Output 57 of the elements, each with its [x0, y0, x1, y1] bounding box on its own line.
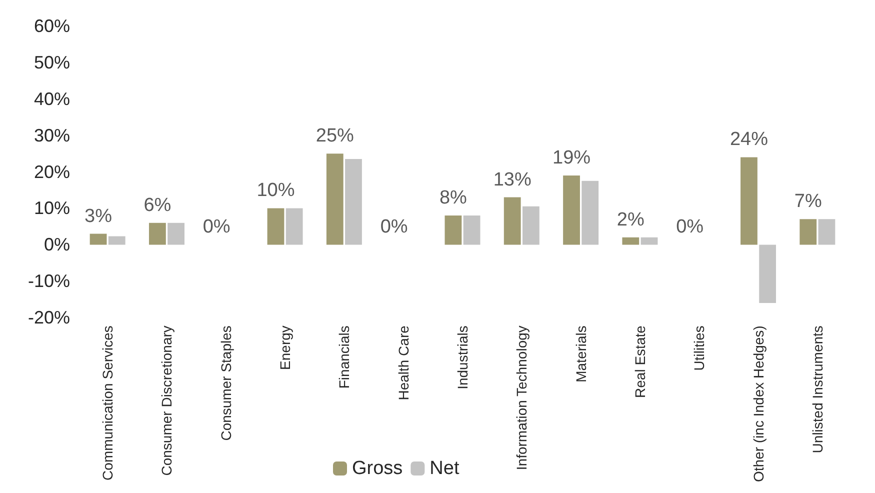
- data-label: 13%: [493, 169, 532, 190]
- bar: [444, 216, 462, 245]
- y-tick-label: 10%: [34, 198, 70, 218]
- x-tick-label: Health Care: [395, 325, 412, 400]
- bar: [622, 237, 640, 245]
- bar: [168, 222, 184, 245]
- y-tick-label: 60%: [34, 16, 70, 36]
- data-label: 0%: [202, 216, 230, 238]
- bar: [267, 208, 284, 245]
- x-tick-label: Industrials: [454, 326, 470, 390]
- data-label: 0%: [676, 216, 704, 238]
- y-tick-label: 40%: [34, 88, 70, 109]
- bar: [740, 157, 758, 245]
- bar: [504, 197, 521, 245]
- legend-label: Net: [430, 458, 460, 479]
- bar: [563, 175, 580, 245]
- bar: [90, 234, 107, 245]
- y-tick-label: 30%: [34, 125, 70, 146]
- y-tick-label: -10%: [28, 271, 70, 292]
- data-label: 24%: [730, 129, 768, 150]
- bar: [108, 236, 126, 245]
- bar: [582, 180, 599, 245]
- bar: [286, 208, 303, 245]
- x-tick-label: Utilities: [691, 326, 708, 371]
- y-tick-label: 0%: [44, 234, 70, 255]
- x-tick-label: Real Estate: [632, 325, 648, 398]
- data-label: 3%: [84, 206, 112, 227]
- bar: [759, 244, 776, 304]
- bar: [326, 154, 344, 245]
- data-label: 25%: [316, 126, 354, 147]
- bar: [522, 206, 540, 245]
- data-label: 8%: [439, 188, 468, 209]
- bar: [818, 219, 836, 245]
- data-label: 2%: [616, 209, 644, 230]
- bar: [463, 216, 480, 245]
- x-tick-label: Information Technology: [514, 326, 530, 470]
- data-label: 7%: [794, 191, 822, 212]
- y-tick-label: 50%: [34, 52, 70, 72]
- bar: [148, 222, 166, 245]
- data-label: 0%: [380, 216, 408, 238]
- data-label: 6%: [144, 194, 172, 216]
- legend-label: Gross: [352, 458, 403, 479]
- bar: [800, 219, 817, 245]
- x-tick-label: Unlisted Instruments: [809, 326, 826, 454]
- y-tick-label: -20%: [28, 308, 70, 328]
- bar: [640, 237, 658, 245]
- data-label: 19%: [552, 147, 591, 168]
- bar: [345, 159, 362, 245]
- x-tick-label: Consumer Staples: [218, 326, 234, 441]
- x-tick-label: Other (inc Index Hedges): [750, 326, 766, 482]
- x-tick-label: Energy: [277, 326, 294, 370]
- x-tick-label: Consumer Discretionary: [158, 326, 175, 476]
- data-label: 10%: [256, 180, 295, 202]
- x-tick-label: Financials: [336, 326, 352, 389]
- x-tick-label: Materials: [572, 326, 589, 382]
- x-tick-label: Communication Services: [100, 326, 116, 480]
- y-tick-label: 20%: [34, 162, 70, 182]
